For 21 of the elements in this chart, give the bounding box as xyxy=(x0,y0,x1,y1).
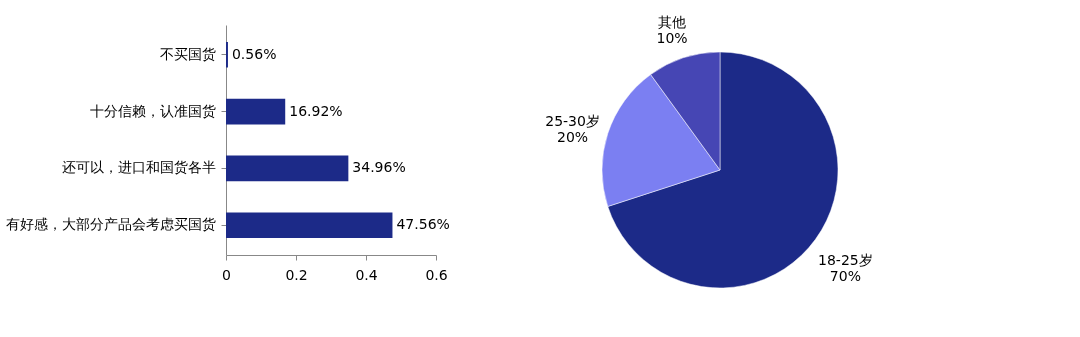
data-label: 10% xyxy=(656,29,688,46)
y-tick-label: 不买国货 xyxy=(159,45,216,62)
bar xyxy=(226,212,393,238)
x-tick-label: 0 xyxy=(222,266,231,283)
y-tick-label: 还可以，进口和国货各半 xyxy=(61,159,216,176)
bar xyxy=(226,155,349,182)
data-label: 34.96% xyxy=(352,159,406,176)
x-tick-label: 0.4 xyxy=(355,266,378,283)
bar xyxy=(226,98,286,125)
data-label: 47.56% xyxy=(396,216,450,233)
slice-label: 18-25岁 xyxy=(818,252,873,269)
data-label: 16.92% xyxy=(289,102,343,119)
y-tick-label: 十分信赖，认准国货 xyxy=(89,102,216,119)
y-tick-label: 有好感，大部分产品会考虑买国货 xyxy=(5,216,216,233)
x-tick-label: 0.6 xyxy=(425,266,448,283)
slice-label: 25-30岁 xyxy=(545,113,600,130)
data-label: 0.56% xyxy=(231,45,277,62)
slice-label: 其他 xyxy=(658,13,687,30)
data-label: 20% xyxy=(557,129,589,146)
x-tick-label: 0.2 xyxy=(285,266,308,283)
data-label: 70% xyxy=(829,268,861,285)
